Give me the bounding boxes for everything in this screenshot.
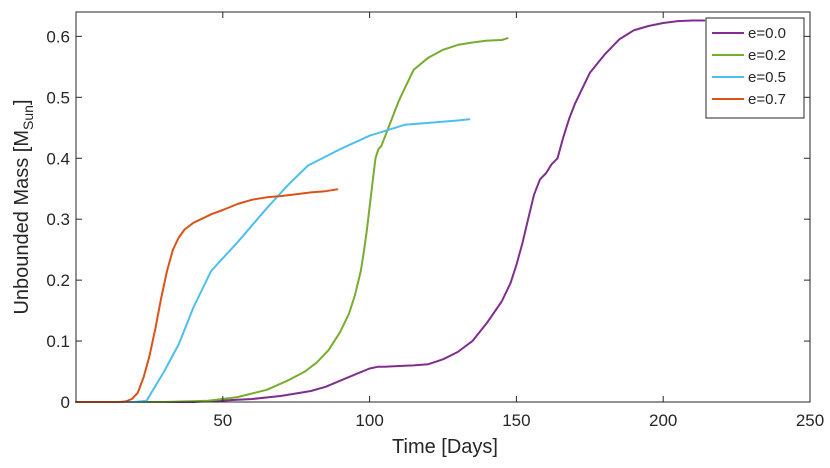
y-tick-label: 0.4 xyxy=(46,149,70,168)
x-axis-label: Time [Days] xyxy=(392,436,498,458)
axes-box xyxy=(75,11,811,403)
y-tick-label: 0.1 xyxy=(46,332,70,351)
legend-label-2: e=0.5 xyxy=(748,69,786,86)
ticks-layer: 50 100 150 200 250 0 0.1 0.2 0.3 0.4 0.5 0.6 xyxy=(46,12,824,430)
x-tick-label: 250 xyxy=(796,411,824,430)
y-tick-label: 0.6 xyxy=(46,27,70,46)
x-tick-label: 50 xyxy=(213,411,232,430)
legend: e=0.0 e=0.2 e=0.5 e=0.7 xyxy=(705,17,805,119)
y-axis-label-subscript: Sun xyxy=(20,105,36,130)
y-axis-label: Unbounded Mass [MSun] xyxy=(11,99,36,314)
y-axis-label-main: Unbounded Mass [M xyxy=(11,130,33,315)
y-tick-label: 0.2 xyxy=(46,271,70,290)
y-tick-label: 0 xyxy=(61,393,70,412)
y-tick-label: 0.5 xyxy=(46,88,70,107)
series-line-3 xyxy=(75,188,339,403)
legend-box xyxy=(705,17,805,119)
legend-label-3: e=0.7 xyxy=(748,91,786,108)
y-tick-label: 0.3 xyxy=(46,210,70,229)
x-tick-label: 100 xyxy=(355,411,383,430)
plot-area xyxy=(76,12,810,402)
x-tick-label: 150 xyxy=(502,411,530,430)
series-layer xyxy=(75,19,706,403)
legend-label-0: e=0.0 xyxy=(748,25,786,42)
x-tick-label: 200 xyxy=(649,411,677,430)
y-axis-label-close: ] xyxy=(11,99,33,105)
legend-label-1: e=0.2 xyxy=(748,47,786,64)
series-line-0 xyxy=(75,19,706,403)
series-line-1 xyxy=(75,37,509,403)
